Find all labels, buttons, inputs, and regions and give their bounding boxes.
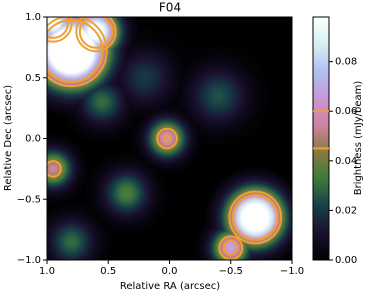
contour [47,160,62,178]
contour [47,17,73,43]
source-blob [89,22,201,133]
x-tick-label: 0.0 [162,266,178,277]
colorbar [312,16,330,261]
contour [75,17,117,53]
colorbar-tick-label: 0.08 [335,57,357,68]
y-tick-label: −1.0 [17,255,41,266]
y-tick-label: 0.5 [25,73,41,84]
image-layer [47,17,292,260]
contour [78,17,114,49]
chart-title: F04 [159,1,181,15]
source-blob [47,197,116,260]
x-tick-label: 0.5 [100,266,116,277]
x-axis-label: Relative RA (arcsec) [120,281,220,292]
source-blob [47,17,98,68]
x-tick-label: −0.5 [219,266,243,277]
contour [222,240,239,256]
y-axis-label: Relative Dec (arcsec) [3,85,14,191]
contour [47,17,69,39]
contour [162,134,172,143]
colorbar-tick-label: 0.04 [335,156,357,167]
colorbar-tick-label: 0.06 [335,106,357,117]
colorbar-tick-label: 0.00 [335,255,357,266]
colorbar-label: Brightness (mJy/beam) [353,81,364,196]
source-blob [47,132,90,206]
contour [231,194,279,241]
contour [156,127,178,150]
contour [218,235,244,260]
x-tick-label: −1.0 [280,266,304,277]
contour [228,190,283,245]
colorbar-tick-label: 0.02 [335,205,357,216]
y-tick-label: −0.5 [17,194,41,205]
y-tick-label: 1.0 [25,12,41,23]
y-tick-label: 0.0 [25,134,41,145]
contour [47,17,108,88]
x-tick-label: 1.0 [39,266,55,277]
